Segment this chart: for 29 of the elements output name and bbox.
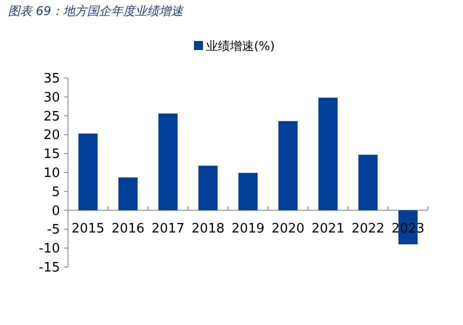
bar [78, 134, 98, 210]
bar [318, 98, 338, 210]
x-tick-label: 2021 [311, 221, 345, 236]
bar [158, 114, 178, 210]
y-tick-label: 15 [43, 147, 60, 162]
y-tick-label: 30 [43, 90, 60, 106]
y-tick-label: -5 [47, 222, 60, 238]
x-tick-label: 2016 [111, 221, 145, 236]
x-tick-label: 2017 [151, 221, 185, 236]
bar [358, 154, 378, 210]
x-tick-label: 2020 [271, 221, 305, 236]
y-tick-label: 20 [43, 128, 60, 144]
x-tick-label: 2022 [351, 221, 385, 236]
bar [118, 177, 138, 210]
x-tick-label: 2019 [231, 221, 265, 236]
bar [278, 121, 298, 210]
y-tick-label: 35 [43, 72, 60, 86]
chart-title: 图表 69：地方国企年度业绩增速 [8, 4, 184, 18]
legend-label: 业绩增速(%) [206, 39, 275, 53]
bar [198, 166, 218, 210]
y-tick-label: -10 [38, 242, 60, 257]
y-tick-label: 5 [52, 184, 60, 200]
bar [238, 172, 258, 210]
y-tick-label: 10 [43, 166, 60, 181]
y-tick-label: 0 [52, 204, 60, 219]
x-tick-label: 2018 [191, 221, 225, 236]
y-tick-label: -15 [38, 260, 60, 276]
y-tick-label: 25 [43, 109, 60, 124]
x-tick-label: 2015 [71, 221, 105, 236]
